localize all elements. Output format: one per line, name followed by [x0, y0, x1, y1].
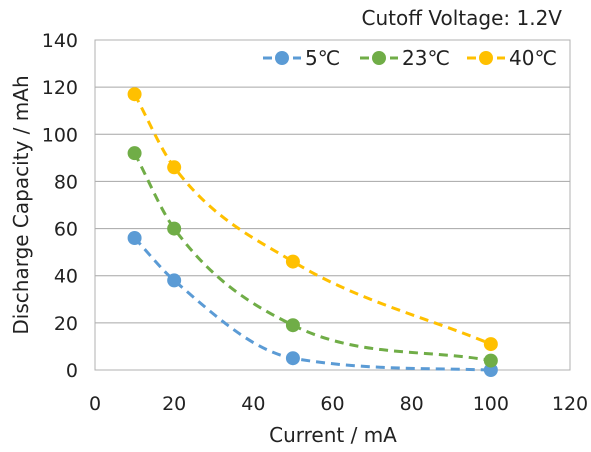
legend-label: 5℃ [305, 46, 340, 70]
series-0-point-1 [167, 273, 182, 288]
gridlines [95, 86, 570, 324]
y-tick-label: 0 [66, 360, 78, 382]
cutoff-voltage-annotation: Cutoff Voltage: 1.2V [362, 6, 563, 30]
x-axis-tick-labels: 0 20 40 60 80 100 120 [89, 393, 588, 415]
plot-area-frame [94, 39, 571, 371]
y-tick-label: 20 [54, 313, 78, 335]
data-series [127, 87, 498, 377]
series-1 [127, 146, 498, 368]
series-2-point-0 [127, 87, 142, 102]
legend-label: 40℃ [509, 46, 557, 70]
y-axis-tick-labels: 0 20 40 60 80 100 120 140 [42, 30, 78, 382]
x-tick-label: 40 [241, 393, 265, 415]
legend-item-0: 5℃ [263, 46, 340, 70]
series-1-trend-line [133, 152, 492, 363]
legend: 5℃ 23℃ 40℃ [263, 46, 557, 70]
series-0-trend-line [133, 236, 491, 372]
x-tick-label: 120 [552, 393, 588, 415]
series-1-point-3 [483, 353, 498, 368]
legend-label: 23℃ [402, 46, 450, 70]
legend-marker [479, 51, 493, 65]
series-2-trend-line [133, 93, 492, 346]
x-tick-label: 80 [400, 393, 424, 415]
y-tick-label: 140 [42, 30, 78, 52]
series-1-point-1 [167, 221, 182, 236]
y-tick-label: 120 [42, 77, 78, 99]
series-2-point-1 [167, 160, 182, 175]
x-tick-label: 100 [473, 393, 509, 415]
series-2-point-3 [483, 337, 498, 352]
y-tick-label: 40 [54, 266, 78, 288]
series-2 [127, 87, 498, 352]
legend-marker [372, 51, 386, 65]
legend-marker [275, 51, 289, 65]
y-tick-label: 60 [54, 219, 78, 241]
series-2-point-2 [285, 254, 300, 269]
x-axis-title: Current / mA [269, 423, 397, 447]
y-tick-label: 80 [54, 171, 78, 193]
series-0-point-0 [127, 231, 142, 245]
legend-item-1: 23℃ [360, 46, 450, 70]
series-0-point-2 [285, 351, 300, 366]
y-axis-title: Discharge Capacity / mAh [9, 75, 33, 334]
legend-item-2: 40℃ [467, 46, 557, 70]
x-tick-label: 0 [89, 393, 101, 415]
x-tick-label: 60 [320, 393, 344, 415]
series-1-point-2 [285, 318, 300, 333]
series-1-point-0 [127, 146, 142, 161]
y-tick-label: 100 [42, 124, 78, 146]
x-tick-label: 20 [162, 393, 186, 415]
